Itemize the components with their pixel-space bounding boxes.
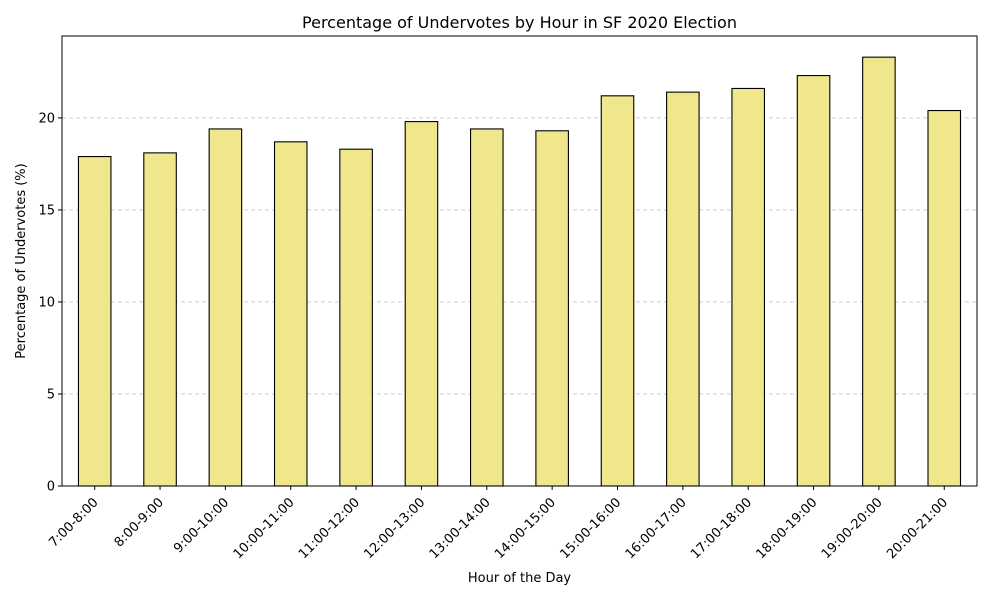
x-tick-label: 8:00-9:00	[112, 495, 167, 550]
chart-title: Percentage of Undervotes by Hour in SF 2…	[302, 13, 737, 32]
y-tick-label: 15	[38, 203, 55, 218]
x-tick-label: 19:00-20:00	[819, 495, 886, 562]
x-tick-label: 14:00-15:00	[492, 495, 559, 562]
x-tick-label: 20:00-21:00	[884, 495, 951, 562]
bar	[339, 148, 373, 487]
bar	[273, 141, 308, 487]
y-tick-label: 0	[47, 480, 55, 495]
plot-frame	[61, 35, 978, 487]
bar	[469, 128, 504, 487]
x-tick-label: 9:00-10:00	[171, 495, 232, 556]
bar	[862, 56, 896, 487]
x-tick-label: 10:00-11:00	[231, 495, 298, 562]
x-tick-label: 13:00-14:00	[427, 495, 494, 562]
bar	[927, 109, 962, 487]
x-tick-label: 15:00-16:00	[557, 495, 624, 562]
x-tick-label: 11:00-12:00	[296, 495, 363, 562]
bar	[796, 75, 831, 487]
bar	[731, 87, 766, 487]
bar	[143, 152, 177, 487]
grid-lines	[62, 117, 977, 395]
x-tick-label: 12:00-13:00	[361, 495, 428, 562]
y-tick-label: 5	[47, 387, 55, 402]
x-tick-label: 17:00-18:00	[688, 495, 755, 562]
x-axis-label: Hour of the Day	[468, 571, 572, 586]
y-axis: 0 5 10 15 20	[38, 111, 62, 495]
bar	[666, 91, 700, 487]
bar	[600, 95, 635, 487]
y-tick-label: 20	[38, 111, 55, 126]
y-axis-label: Percentage of Undervotes (%)	[14, 163, 29, 358]
bar	[404, 121, 439, 487]
bar	[535, 130, 569, 487]
x-tick-label: 18:00-19:00	[753, 495, 820, 562]
x-tick-label: 16:00-17:00	[623, 495, 690, 562]
y-tick-label: 10	[38, 295, 55, 310]
bar	[77, 156, 112, 487]
bars	[77, 56, 962, 487]
x-axis: 7:00-8:00 8:00-9:00 9:00-10:0010:00-11:001…	[46, 486, 951, 562]
bar	[208, 128, 243, 487]
x-tick-label: 7:00-8:00	[46, 495, 101, 550]
